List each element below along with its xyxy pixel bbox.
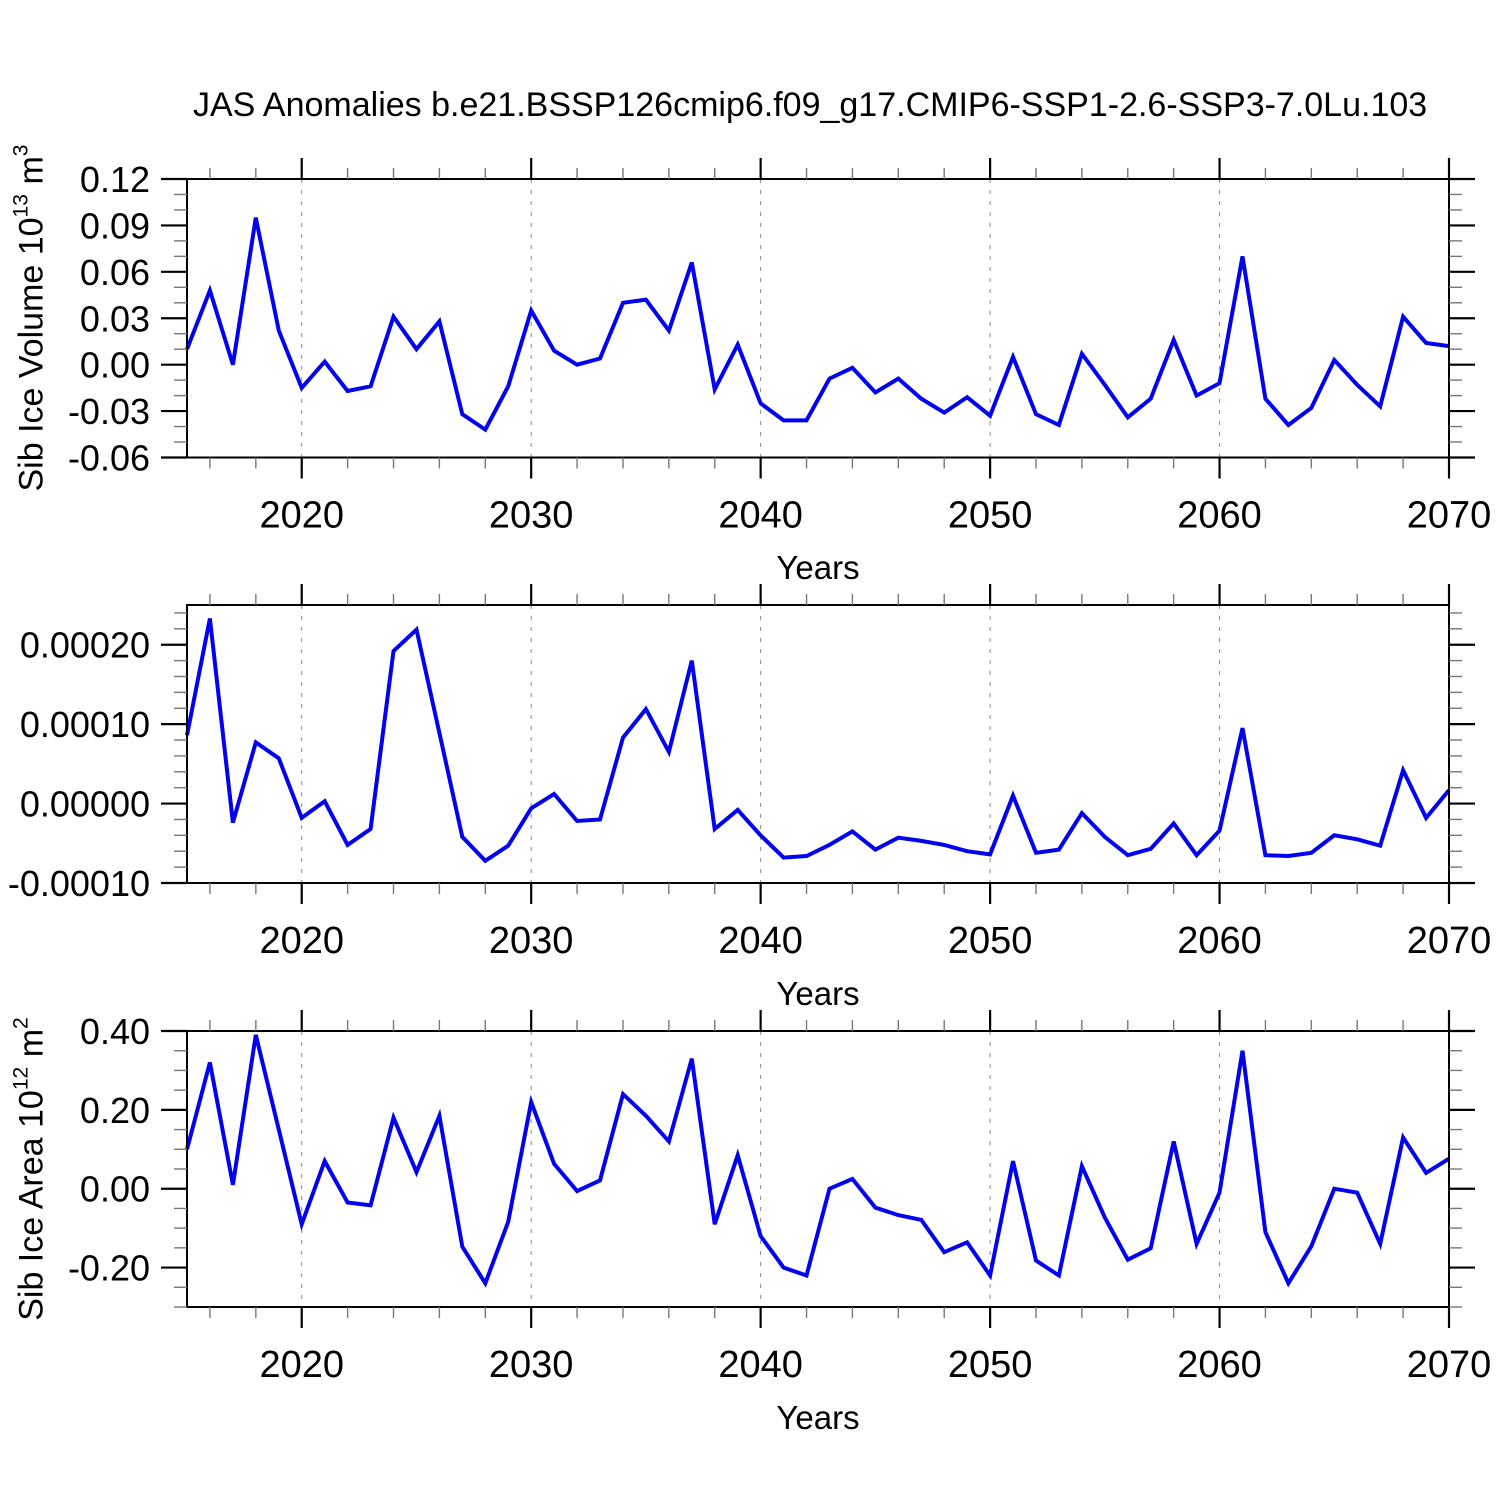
y-axis-title-exponent: 12 xyxy=(9,1066,33,1091)
y-tick-label: 0.06 xyxy=(80,252,150,293)
series-line-sib-ice-middle-anomaly xyxy=(185,618,1451,864)
plot-frame xyxy=(186,604,1450,884)
y-tick-label: 0.40 xyxy=(80,1011,150,1052)
y-axis-title-exponent: 13 xyxy=(9,194,33,218)
series-line-sib-ice-volume xyxy=(185,217,1450,433)
x-axis-title-bottom: Years xyxy=(776,1399,860,1436)
y-tick-label: 0.00010 xyxy=(20,704,150,745)
y-tick-label: -0.06 xyxy=(68,438,150,479)
y-tick-label: 0.00 xyxy=(80,345,150,386)
series-line-sib-ice-area xyxy=(185,1034,1451,1288)
x-tick-label: 2050 xyxy=(948,920,1033,962)
x-tick-label: 2070 xyxy=(1407,1344,1492,1386)
x-tick-label: 2040 xyxy=(718,920,803,962)
y-tick-label: 0.03 xyxy=(80,298,150,339)
plot-frame xyxy=(186,1030,1450,1308)
x-tick-label: 2050 xyxy=(948,495,1033,537)
y-tick-label: 0.09 xyxy=(80,205,150,246)
y-tick-label: 0.00020 xyxy=(20,625,150,666)
x-axis-title-middle: Years xyxy=(776,975,860,1012)
y-tick-label: -0.20 xyxy=(68,1248,150,1289)
x-tick-label: 2020 xyxy=(259,920,344,962)
x-tick-label: 2030 xyxy=(489,495,574,537)
x-axis-title-top: Years xyxy=(776,549,860,586)
x-tick-label: 2060 xyxy=(1177,920,1262,962)
y-tick-label: 0.00 xyxy=(80,1169,150,1210)
y-axis-title-ice-area: Sib Ice Area 1012 m2 xyxy=(9,1017,51,1321)
x-tick-label: 2050 xyxy=(948,1344,1033,1386)
y-axis-title-unit: m xyxy=(12,156,51,194)
y-tick-label: 0.00000 xyxy=(20,784,150,825)
y-axis-title-ice-volume: Sib Ice Volume 1013 m3 xyxy=(9,144,51,492)
y-axis-title-text: Sib Ice Volume 10 xyxy=(12,217,51,492)
x-tick-label: 2070 xyxy=(1407,495,1492,537)
x-tick-label: 2030 xyxy=(489,920,574,962)
x-tick-label: 2070 xyxy=(1407,920,1492,962)
panel-sib-ice-volume: 2020 2030 2040 2050 2060 2070 0.12 0.09 0.06 0.03… xyxy=(68,158,1491,537)
x-tick-label: 2060 xyxy=(1177,1344,1262,1386)
y-tick-label: -0.00010 xyxy=(8,863,150,904)
x-tick-label: 2030 xyxy=(489,1344,574,1386)
x-tick-label: 2020 xyxy=(259,1344,344,1386)
x-tick-label: 2060 xyxy=(1177,495,1262,537)
x-tick-label: 2020 xyxy=(259,495,344,537)
x-tick-label: 2040 xyxy=(718,1344,803,1386)
y-tick-label: 0.12 xyxy=(80,159,150,200)
panel-sib-ice-middle-anomaly: 2020 2030 2040 2050 2060 2070 0.00020 0.00010 0.… xyxy=(8,584,1491,962)
panel-sib-ice-area: 2020 2030 2040 2050 2060 2070 0.40 0.20 0.00 -0.2… xyxy=(68,1010,1491,1386)
y-axis-title-text: Sib Ice Area 10 xyxy=(12,1090,51,1321)
figure-title: JAS Anomalies b.e21.BSSP126cmip6.f09_g17… xyxy=(193,86,1428,124)
y-tick-label: 0.20 xyxy=(80,1090,150,1131)
x-tick-label: 2040 xyxy=(718,495,803,537)
y-axis-title-unit-exponent: 3 xyxy=(9,144,33,157)
y-axis-title-unit: m xyxy=(12,1028,51,1067)
plot-frame xyxy=(186,178,1450,459)
y-tick-label: -0.03 xyxy=(68,391,150,432)
y-axis-title-unit-exponent: 2 xyxy=(9,1017,33,1029)
